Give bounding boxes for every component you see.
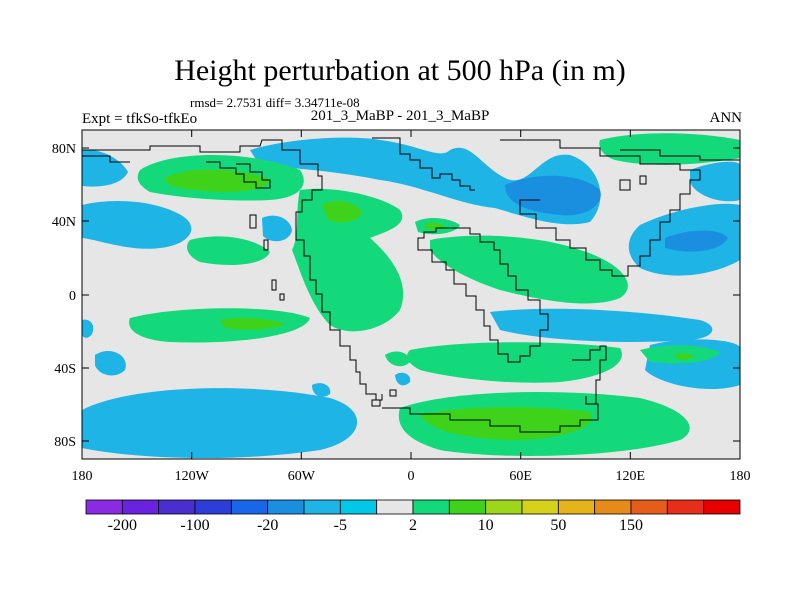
colorbar-swatch [339, 499, 378, 515]
contour-blue-small-south [95, 350, 126, 376]
colorbar-label: 50 [550, 517, 567, 534]
colorbar-swatch [594, 499, 632, 515]
contour-blue-mid-band [490, 308, 713, 342]
contour-green-right [599, 133, 740, 165]
contour-core-north [505, 175, 601, 216]
x-tick-label: 180 [72, 469, 93, 484]
coast-north-top [82, 149, 740, 163]
colorbar-swatch [485, 499, 523, 515]
x-tick-label: 60E [509, 469, 532, 484]
coast-australia [572, 345, 607, 404]
contour-green-west-tropics [129, 308, 310, 343]
colorbar-swatch [557, 499, 596, 515]
colorbar-swatch [267, 499, 305, 515]
colorbar-swatch [158, 499, 196, 515]
coast-antarctica [382, 396, 599, 433]
x-tick-label: 120E [616, 469, 646, 484]
contour-blue-small [262, 215, 292, 242]
y-tick-label: 0 [69, 289, 76, 304]
contour-blue-left-patch [82, 319, 94, 338]
contour-blue-north-mid [250, 137, 601, 225]
colorbar-swatch [412, 499, 450, 515]
contour-green-west-tropics-core [220, 317, 285, 330]
coast-asia [500, 139, 701, 277]
colorbar-swatch [448, 499, 487, 515]
x-tick-label: 120W [175, 469, 210, 484]
y-tick-label: 40N [52, 215, 76, 230]
contour-core-east [665, 230, 728, 252]
colorbar-label: 150 [619, 517, 643, 534]
case-label: 201_3_MaBP - 201_3_MaBP [310, 108, 490, 124]
coast-europe-africa [372, 137, 475, 191]
coast-africa [417, 227, 549, 363]
colorbar-label: -100 [180, 517, 210, 534]
colorbar-swatch [376, 499, 414, 515]
x-tick-label: 0 [408, 469, 415, 484]
colorbar-label: -5 [333, 517, 347, 534]
colorbar-swatch [666, 499, 705, 515]
contour-blue-north-west [82, 149, 128, 187]
contour-green-center [292, 188, 404, 332]
experiment-label: Expt = tfkSo-tfkEo [82, 111, 198, 127]
colorbar-label: -200 [107, 517, 137, 534]
colorbar [85, 499, 741, 515]
y-tick-label: 80N [52, 142, 76, 157]
contour-green-east-band [430, 235, 628, 304]
coast-americas [82, 139, 383, 401]
x-tick-marks [81, 130, 741, 459]
colorbar-label: -20 [256, 517, 279, 534]
colorbar-swatch [85, 499, 123, 515]
coast-greenland [206, 161, 271, 189]
contour-blue-tiny-2 [395, 372, 411, 386]
colorbar-label: 2 [409, 517, 417, 534]
x-tick-label: 60W [288, 469, 316, 484]
contour-fills [82, 133, 740, 459]
colorbar-swatch [194, 499, 232, 515]
colorbar-swatch [303, 499, 341, 515]
contour-green-center-core [322, 201, 362, 223]
contour-green-small-south [385, 351, 410, 367]
contour-green-east-south-core [676, 353, 694, 360]
colorbar-swatch [230, 499, 269, 515]
coast-islands [249, 175, 647, 407]
contour-green-left [187, 236, 270, 265]
contour-blue-tiny [312, 383, 331, 397]
colorbar-swatch [121, 499, 160, 515]
plot-title: Height perturbation at 500 hPa (in m) [174, 54, 626, 87]
y-tick-label: 80S [54, 435, 76, 450]
contour-blue-south-band [82, 388, 358, 459]
coastlines [82, 137, 740, 433]
contour-blue-north-east [690, 161, 740, 202]
colorbar-swatch [630, 499, 668, 515]
colorbar-swatch [521, 499, 559, 515]
season-label: ANN [709, 110, 743, 126]
colorbar-swatch [703, 499, 741, 515]
y-tick-marks [82, 147, 740, 442]
stats-line: rmsd= 2.7531 diff= 3.34711e-08 [190, 95, 360, 110]
x-tick-label: 180 [730, 469, 751, 484]
contour-blue-left-band [82, 200, 192, 249]
y-tick-label: 40S [54, 362, 76, 377]
colorbar-label: 10 [477, 517, 494, 534]
